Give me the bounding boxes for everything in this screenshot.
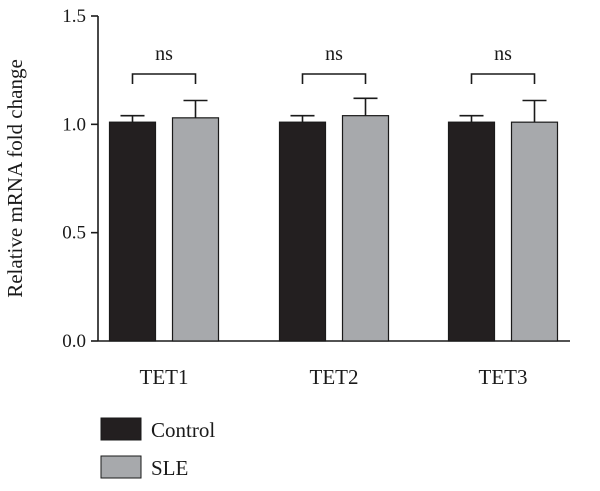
y-tick-label: 0.5 (62, 223, 86, 244)
legend-swatch-control (100, 417, 142, 441)
bar-sle-tet1 (171, 117, 220, 342)
y-tick-label: 1.5 (62, 6, 86, 27)
y-tick-label: 0.0 (62, 331, 86, 352)
bars (108, 97, 559, 342)
bar-sle-tet3 (510, 121, 559, 342)
legend-label-control: Control (151, 418, 215, 442)
legend: Control SLE (100, 417, 215, 480)
significance-bracket (470, 73, 536, 84)
significance-label: ns (155, 43, 173, 65)
bar-control-tet2 (278, 121, 327, 342)
y-tick-label: 1.0 (62, 114, 86, 135)
significance-bracket (131, 73, 197, 84)
labels: ns TET1 ns TET2 ns TET3 (131, 43, 536, 389)
significance-bracket (301, 73, 367, 84)
significance-label: ns (494, 43, 512, 65)
y-axis-label: Relative mRNA fold change (3, 59, 27, 298)
x-category-label: TET1 (140, 365, 189, 389)
legend-swatch-sle (100, 455, 142, 479)
x-category-label: TET2 (310, 365, 359, 389)
bar-control-tet1 (108, 121, 157, 342)
x-category-label: TET3 (479, 365, 528, 389)
bar-control-tet3 (447, 121, 496, 342)
bar-sle-tet2 (341, 115, 390, 342)
significance-label: ns (325, 43, 343, 65)
legend-label-sle: SLE (151, 456, 188, 480)
